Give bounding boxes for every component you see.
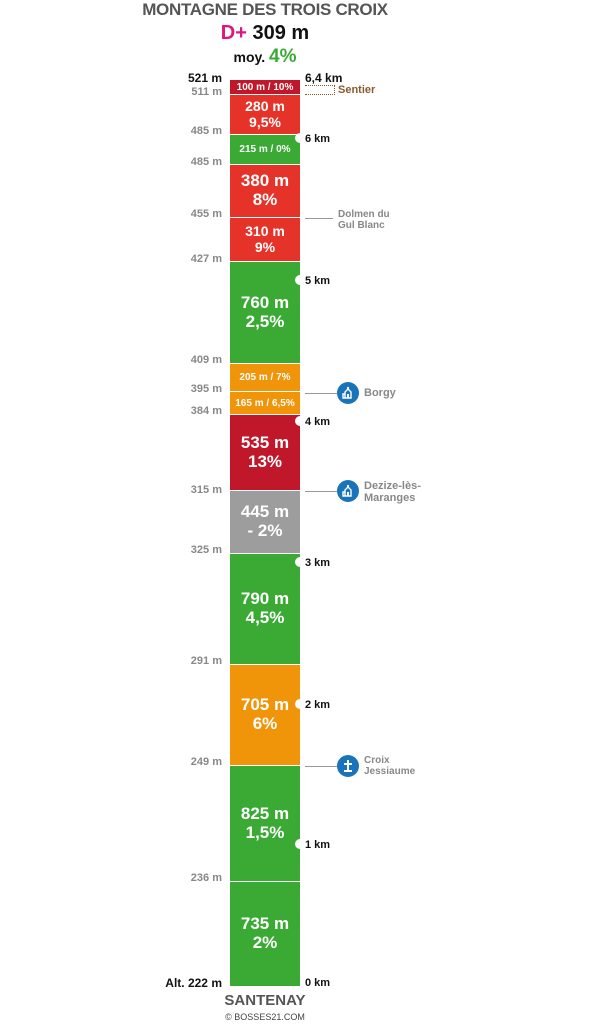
segment-distance: 790 m bbox=[240, 589, 290, 609]
segment-distance: 445 m bbox=[240, 502, 290, 522]
poi-croix-label: Croix Jessiaume bbox=[364, 755, 416, 777]
altitude-label: 384 m bbox=[190, 405, 222, 417]
km-label: 6,4 km bbox=[305, 71, 343, 85]
profile-segment: 825 m 1,5% bbox=[230, 766, 300, 882]
segment-grade: 2,5% bbox=[245, 311, 285, 331]
profile-segment: 535 m 13% bbox=[230, 415, 300, 491]
altitude-label: 485 m bbox=[190, 125, 222, 137]
poi-leader-line bbox=[305, 393, 337, 394]
altitude-label: 315 m bbox=[190, 484, 222, 496]
segment-grade: - 2% bbox=[247, 521, 283, 540]
poi-leader-line bbox=[305, 218, 333, 219]
dplus-label: D+ bbox=[220, 22, 247, 44]
avg-value: 4% bbox=[269, 46, 297, 67]
sentier-bracket bbox=[305, 85, 335, 95]
altitude-label: 249 m bbox=[190, 756, 222, 768]
segment-distance: 735 m bbox=[240, 914, 290, 934]
poi-leader-line bbox=[305, 766, 337, 767]
profile-segment: 760 m 2,5% bbox=[230, 262, 300, 364]
segment-grade: 13% bbox=[247, 451, 283, 471]
altitude-label: 409 m bbox=[190, 354, 222, 366]
poi-borgy-label: Borgy bbox=[364, 387, 396, 399]
km-label: 5 km bbox=[305, 275, 331, 287]
segment-label: 165 m / 6,5% bbox=[235, 397, 295, 409]
km-notch bbox=[295, 416, 305, 426]
elevation-gain: D+ 309 m bbox=[200, 22, 330, 45]
km-label: 3 km bbox=[305, 557, 331, 569]
sentier-label: Sentier bbox=[338, 84, 376, 96]
profile-segment: 705 m 6% bbox=[230, 665, 300, 766]
dplus-value: 309 m bbox=[252, 22, 310, 44]
km-notch bbox=[295, 699, 305, 709]
poi-leader-line bbox=[305, 491, 337, 492]
cross-icon bbox=[337, 755, 359, 777]
poi-dezize-label: Dezize-lès-Maranges bbox=[364, 480, 421, 504]
km-notch bbox=[295, 839, 305, 849]
segment-distance: 825 m bbox=[240, 803, 290, 823]
km-label: 0 km bbox=[305, 977, 331, 989]
altitude-label: 511 m bbox=[191, 86, 222, 98]
profile-title: MONTAGNE DES TROIS CROIX bbox=[142, 0, 388, 19]
segment-label: 205 m / 7% bbox=[239, 372, 291, 383]
altitude-label: 521 m bbox=[187, 71, 222, 85]
profile-segment: 100 m / 10% bbox=[230, 80, 300, 95]
profile-segment: 445 m- 2% bbox=[230, 491, 300, 554]
segment-distance: 705 m bbox=[240, 695, 290, 715]
profile-segment: 790 m 4,5% bbox=[230, 554, 300, 665]
km-notch bbox=[295, 275, 305, 285]
start-location: SANTENAY bbox=[224, 992, 306, 1009]
altitude-label: 427 m bbox=[190, 253, 222, 265]
segment-grade: 2% bbox=[252, 933, 278, 952]
segment-distance: 280 m bbox=[245, 98, 285, 115]
avg-label: moy. bbox=[233, 49, 266, 65]
average-grade: moy. 4% bbox=[200, 46, 330, 68]
segment-label: 100 m / 10% bbox=[236, 81, 294, 93]
km-label: 4 km bbox=[305, 416, 331, 428]
segment-grade: 6% bbox=[252, 714, 278, 733]
church-icon bbox=[337, 382, 359, 404]
profile-segment: 380 m 8% bbox=[230, 165, 300, 218]
km-notch bbox=[295, 133, 305, 143]
profile-segment: 280 m 9,5% bbox=[230, 95, 300, 135]
altitude-label: 395 m bbox=[190, 383, 222, 395]
km-label: 1 km bbox=[305, 839, 331, 851]
poi-dolmen-label: Dolmen du Gul Blanc bbox=[338, 209, 390, 231]
km-notch bbox=[295, 557, 305, 567]
segment-grade: 9,5% bbox=[249, 113, 281, 130]
altitude-label: 291 m bbox=[190, 655, 222, 667]
altitude-label: 455 m bbox=[190, 208, 222, 220]
segment-distance: 760 m bbox=[240, 292, 290, 312]
profile-segment: 215 m / 0% bbox=[230, 135, 300, 165]
altitude-label: 236 m bbox=[190, 872, 222, 884]
profile-segment: 310 m 9% bbox=[230, 218, 300, 262]
altitude-label: 325 m bbox=[190, 544, 222, 556]
segment-grade: 1,5% bbox=[245, 822, 285, 842]
segment-distance: 535 m bbox=[240, 432, 290, 452]
segment-distance: 310 m bbox=[245, 223, 285, 240]
km-label: 6 km bbox=[305, 133, 331, 145]
km-label: 2 km bbox=[305, 699, 331, 711]
church-icon bbox=[337, 480, 359, 502]
profile-segment: 735 m 2% bbox=[230, 882, 300, 986]
segment-label: 215 m / 0% bbox=[239, 144, 291, 155]
profile-segment: 165 m / 6,5% bbox=[230, 392, 300, 415]
profile-segment: 205 m / 7% bbox=[230, 364, 300, 392]
segment-grade: 8% bbox=[252, 190, 278, 209]
segment-grade: 9% bbox=[254, 238, 276, 255]
altitude-label: 485 m bbox=[190, 156, 222, 168]
altitude-label: Alt. 222 m bbox=[165, 976, 222, 990]
segment-distance: 380 m bbox=[240, 171, 290, 191]
segment-grade: 4,5% bbox=[245, 608, 285, 627]
credit: © BOSSES21.COM bbox=[225, 1012, 305, 1022]
